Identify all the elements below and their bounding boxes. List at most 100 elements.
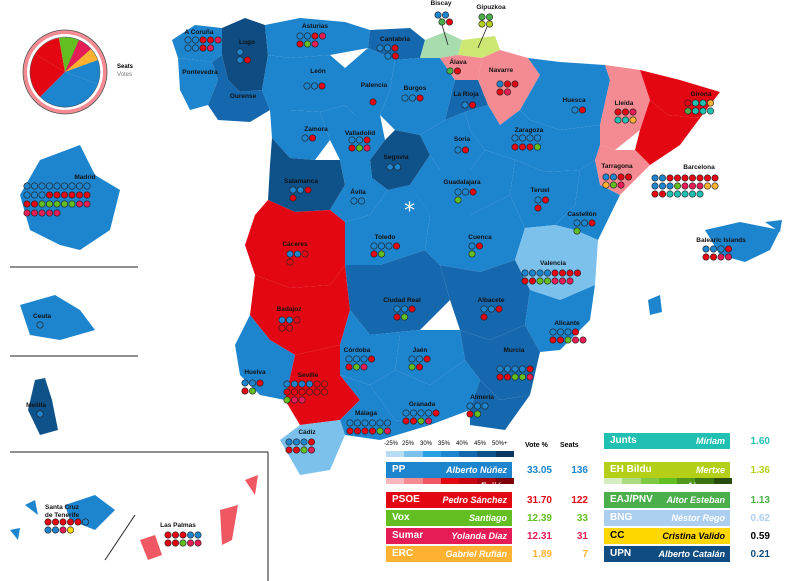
province-ciudad-real[interactable] [345,250,450,335]
seat-dot [172,531,180,539]
province-ourense[interactable] [208,55,270,122]
province-guadalajara[interactable] [410,150,515,215]
seat-dot [454,196,462,204]
seat-dot [249,387,257,395]
seat-dot [286,250,294,258]
province-lleida[interactable] [600,65,650,150]
seat-dot [289,186,297,194]
province-cuenca[interactable] [425,195,525,272]
province-la-rioja[interactable] [445,80,488,120]
seat-dot [199,36,207,44]
province-tarragona[interactable] [595,145,650,195]
seat-dot [434,11,442,19]
lanzarote-shape[interactable] [245,475,258,495]
province-label: Salamanca [284,178,318,185]
seat-dot [360,363,368,371]
seat-dot [360,355,368,363]
seat-dot [313,380,321,388]
province-label: Valencia [540,260,566,267]
scale-swatch [386,451,405,457]
ceuta-inset-shape[interactable] [20,295,95,340]
seat-dot [23,182,31,190]
seat-dot [521,277,529,285]
province-alicante[interactable] [525,285,595,352]
province-castellon[interactable] [555,160,620,240]
province-murcia[interactable] [460,325,540,400]
seat-dot [44,518,52,526]
seat-dot [355,144,363,152]
province-soria[interactable] [420,112,485,170]
province-madrid[interactable] [388,185,430,225]
seat-dot [573,269,581,277]
province-biscay[interactable] [420,32,462,58]
seat-dot [485,13,493,21]
province-girona[interactable] [640,70,720,118]
province-label: Palencia [361,82,388,89]
province-avila[interactable] [330,160,388,222]
province-badajoz[interactable] [250,265,350,355]
seat-dot [241,379,249,387]
seat-dot [363,144,371,152]
province-label: Ourense [230,93,257,100]
province-gipuzkoa[interactable] [458,36,500,58]
party-seats: 6 [770,465,800,476]
fuerteventura-shape[interactable] [220,505,238,545]
province-zamora[interactable] [270,110,330,160]
seat-dot [658,182,666,190]
seat-dot [684,107,692,115]
province-huesca[interactable] [520,58,610,130]
seat-dot [67,526,75,534]
seat-dot [461,101,469,109]
province-label: Teruel [530,187,549,194]
seat-dot [391,52,399,60]
province-almeria[interactable] [470,380,530,430]
province-leon[interactable] [262,55,345,112]
seat-dot [45,191,53,199]
seat-dot [496,80,504,88]
province-balearic-islands[interactable] [705,222,780,262]
seat-dot [571,328,579,336]
province-albacete[interactable] [440,260,530,340]
province-palencia[interactable] [345,48,395,115]
province-a-coruna[interactable] [172,25,222,62]
scale-swatch [713,478,732,484]
seat-dot [194,539,202,547]
province-pontevedra[interactable] [178,58,218,110]
seat-dot [303,40,311,48]
seat-dot [164,531,172,539]
province-salamanca[interactable] [268,138,345,212]
balearic-ibiza [648,295,662,315]
party-leader: Gabriel Rufián [438,546,512,562]
party-leader: Mertxe Aizpurua [656,462,730,491]
seat-dot [711,174,719,182]
province-granada[interactable] [370,360,480,425]
province-cantabria[interactable] [368,28,425,60]
seat-dot [511,80,519,88]
province-segovia[interactable] [370,130,430,190]
seat-dot [38,191,46,199]
province-navarre[interactable] [478,50,540,125]
melilla-inset-shape[interactable] [28,378,58,435]
seat-dot [699,107,707,115]
scale-swatch [604,478,623,484]
seat-dot [503,80,511,88]
province-label: A Coruña [184,29,213,36]
seat-dot [543,277,551,285]
seat-dot [717,245,725,253]
province-alava[interactable] [440,55,482,80]
seat-dot [377,242,385,250]
province-huelva[interactable] [235,315,295,400]
province-label: Santa Cruz [45,504,80,511]
province-teruel[interactable] [510,160,580,228]
seat-dot [241,387,249,395]
seat-dot [53,182,61,190]
province-barcelona[interactable] [635,100,700,165]
party-vote: 1.36 [750,464,770,476]
province-caceres[interactable] [245,200,345,288]
scale-label: 50%+ [492,441,508,447]
province-lugo[interactable] [222,18,268,92]
pie-vox [59,37,79,72]
seat-dot [526,373,534,381]
las-palmas-shape[interactable] [140,535,162,560]
scale-swatch [386,478,405,484]
